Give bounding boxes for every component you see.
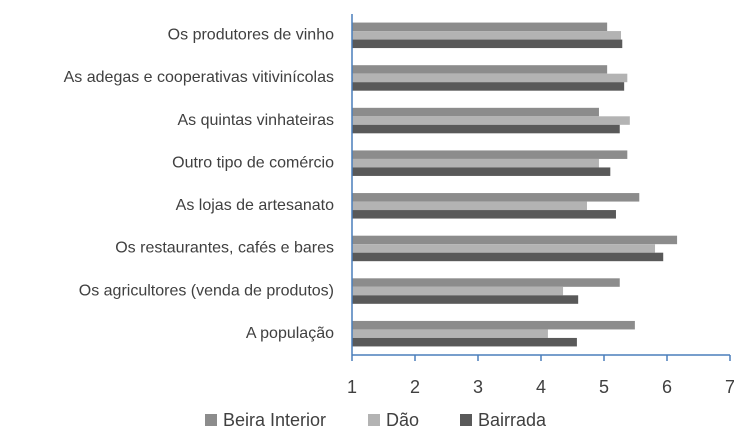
legend-label: Bairrada [478,410,547,430]
legend-swatch [460,414,472,426]
bar [352,73,628,83]
category-label: Os restaurantes, cafés e bares [115,240,334,257]
bar [352,124,620,134]
bar [352,286,564,296]
bar [352,295,579,304]
legend-swatch [368,414,380,426]
bar [352,116,630,125]
bar [352,193,640,202]
bar [352,22,608,32]
legend-label: Beira Interior [223,410,326,430]
bar [352,65,608,74]
category-label: As quintas vinhateiras [177,112,334,129]
x-tick-label: 7 [725,377,734,397]
category-label: A população [246,325,334,342]
category-label: Outro tipo de comércio [172,154,334,171]
legend-label: Dão [386,410,419,430]
x-tick-label: 3 [473,377,483,397]
category-label: As adegas e cooperativas vitivinícolas [64,69,334,86]
bar [352,167,611,176]
bar [352,39,623,49]
category-label: As lojas de artesanato [176,197,334,214]
bar [352,320,635,330]
x-tick-label: 4 [536,377,546,397]
x-tick-label: 5 [599,377,609,397]
category-label: Os agricultores (venda de produtos) [79,282,334,299]
x-tick-label: 2 [410,377,420,397]
bar [352,150,628,159]
bar [352,107,599,117]
bar [352,31,622,40]
bar [352,278,620,287]
bar [352,82,625,91]
bar [352,337,577,347]
category-label: Os produtores de vinho [168,27,334,44]
x-tick-label: 6 [662,377,672,397]
x-tick-label: 1 [347,377,357,397]
legend-swatch [205,414,217,426]
bar [352,244,656,253]
bar [352,201,587,211]
bar [352,252,664,262]
bar [352,210,616,219]
bar [352,235,678,245]
bar [352,329,548,338]
bar [352,158,599,168]
